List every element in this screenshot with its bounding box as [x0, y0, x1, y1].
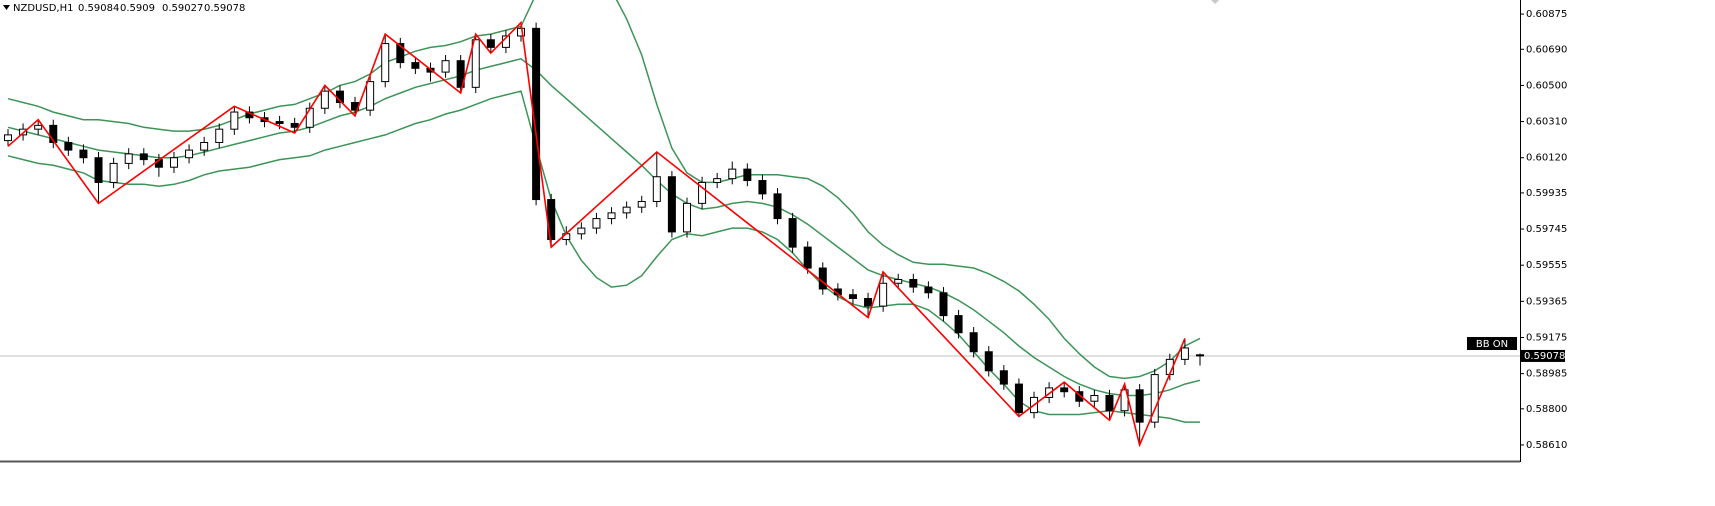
candle-body: [290, 122, 299, 128]
candle-body: [4, 134, 12, 142]
y-tick-label: 0.59365: [1526, 296, 1567, 307]
candle-body: [411, 62, 420, 69]
candle-body: [667, 176, 676, 233]
candle-body: [939, 292, 948, 317]
zigzag-line: [7, 20, 1186, 448]
candle-body: [64, 141, 73, 151]
candle-body: [34, 124, 43, 130]
candle-body: [607, 212, 616, 220]
candle-body: [924, 286, 933, 294]
candle-body: [713, 178, 722, 183]
header-arrow: [3, 5, 10, 10]
candle-body: [909, 278, 918, 288]
y-tick-label: 0.60120: [1526, 153, 1567, 164]
candle-body: [969, 332, 978, 353]
y-tick-label: 0.59935: [1526, 188, 1567, 199]
candle-body: [456, 60, 465, 88]
y-tick-label: 0.59175: [1526, 332, 1567, 343]
candle-body: [185, 149, 194, 159]
candle-body: [999, 370, 1008, 385]
candle-body: [954, 315, 963, 334]
current-price-box: [1521, 349, 1565, 362]
candle-body: [592, 218, 601, 229]
band-line: [7, 57, 1201, 397]
candle-body: [381, 43, 390, 83]
candle-body: [894, 278, 903, 284]
plot-area: [0, 0, 1520, 448]
candle-body: [366, 81, 375, 111]
y-tick-label: 0.58610: [1526, 440, 1567, 451]
candle-body: [1135, 389, 1144, 423]
candle-body: [517, 27, 526, 37]
y-tick-label: 0.60310: [1526, 117, 1567, 128]
y-tick-label: 0.59555: [1526, 260, 1567, 271]
candle-body: [1090, 395, 1099, 402]
header-high: 0.5909: [120, 3, 155, 14]
candle-body: [577, 227, 586, 235]
candle-body: [1150, 374, 1159, 423]
candle-body: [1014, 383, 1023, 414]
header-open: 0.59084: [78, 3, 119, 14]
candle-body: [49, 124, 58, 143]
candle-body: [848, 294, 857, 299]
candle-body: [124, 153, 133, 164]
candle-body: [773, 193, 782, 220]
indicator-badge: [1467, 337, 1517, 350]
candle-body: [275, 121, 284, 124]
candle-body: [305, 107, 314, 128]
candle-body: [803, 246, 812, 269]
candle-body: [984, 351, 993, 372]
candle-body: [758, 180, 767, 195]
header-low: 0.59027: [162, 3, 203, 14]
y-tick-label: 0.60875: [1526, 9, 1567, 20]
indicator-label: BB ON: [1476, 339, 1508, 350]
symbol-title: NZDUSD,H1: [13, 3, 73, 14]
candle-body: [1196, 354, 1204, 357]
candle-body: [230, 111, 239, 130]
candle-body: [698, 181, 707, 204]
candle-body: [879, 282, 888, 307]
current-price-label: 0.59078: [1524, 351, 1565, 362]
candle-body: [169, 157, 178, 168]
y-tick-label: 0.60690: [1526, 44, 1567, 55]
y-tick-label: 0.58985: [1526, 369, 1567, 380]
candle-body: [139, 153, 148, 161]
candle-body: [1180, 347, 1189, 360]
y-tick-label: 0.58800: [1526, 404, 1567, 415]
candle-body: [788, 218, 797, 248]
candle-body: [471, 39, 480, 88]
y-tick-label: 0.60500: [1526, 80, 1567, 91]
candle-body: [637, 200, 646, 208]
candle-body: [396, 43, 405, 64]
candle-body: [441, 60, 450, 73]
candle-body: [652, 176, 661, 202]
candle-body: [79, 149, 88, 159]
candle-body: [864, 297, 873, 307]
candle-body: [743, 168, 752, 182]
candle-body: [622, 206, 631, 214]
candle-body: [1060, 387, 1069, 393]
candle-body: [200, 141, 209, 151]
candle-body: [818, 267, 827, 290]
header-close: 0.59078: [204, 3, 245, 14]
candle-body: [728, 168, 737, 180]
y-tick-label: 0.59745: [1526, 224, 1567, 235]
candle-body: [486, 39, 495, 48]
candle-body: [94, 157, 103, 183]
candle-body: [1105, 395, 1114, 412]
candle-body: [1075, 391, 1084, 402]
candle-body: [109, 162, 118, 183]
scroll-marker: [1211, 0, 1219, 4]
candle-body: [682, 202, 691, 233]
band-line: [7, 0, 1201, 380]
candle-body: [215, 128, 224, 143]
candle-body: [320, 90, 329, 109]
